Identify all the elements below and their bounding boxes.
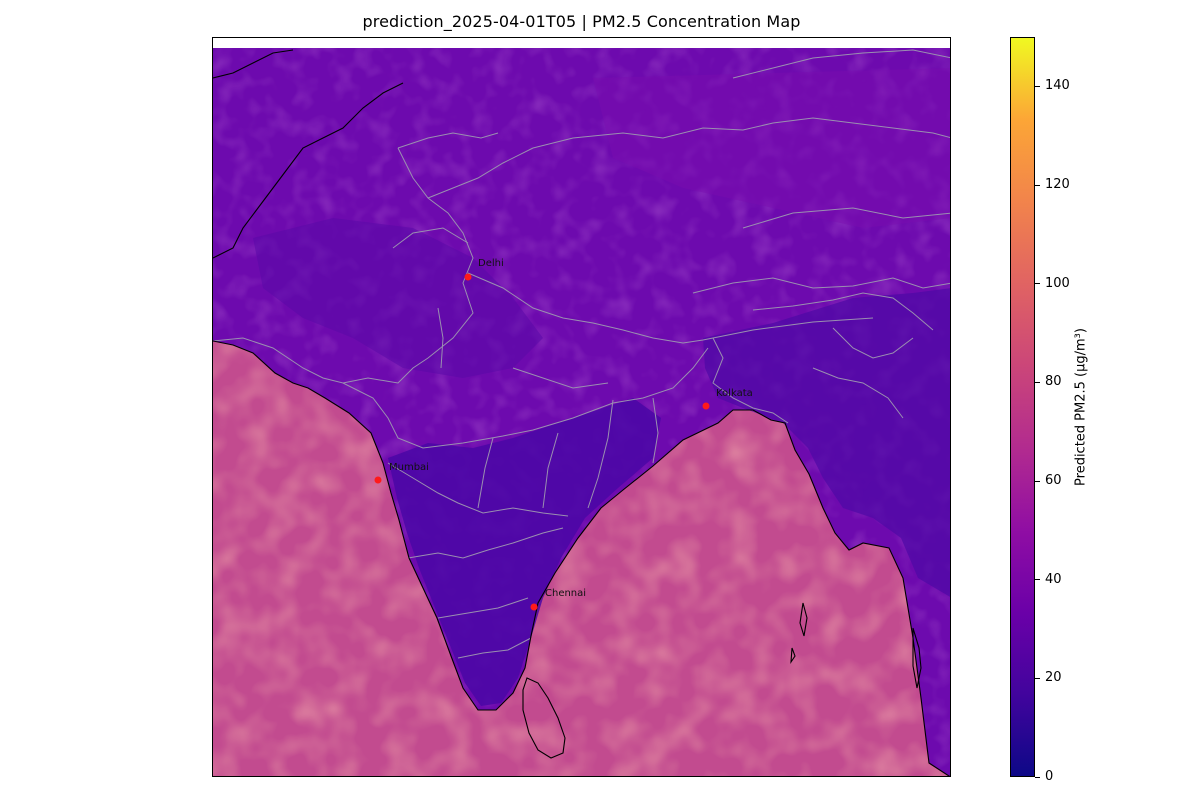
city-mumbai[interactable]: Mumbai: [374, 462, 429, 484]
colorbar-tick-label: 140: [1045, 78, 1070, 94]
colorbar-tick-mark: [1035, 85, 1040, 87]
mid-zone-plateau: [593, 68, 950, 228]
city-label-chennai: Chennai: [545, 588, 586, 599]
colorbar-tick-mark: [1035, 480, 1040, 482]
city-delhi[interactable]: Delhi: [464, 258, 504, 281]
map-title: prediction_2025-04-01T05 | PM2.5 Concent…: [362, 12, 801, 31]
colorbar-tick-label: 120: [1045, 177, 1070, 192]
colorbar-tick-mark: [1035, 381, 1040, 383]
colorbar-tick-mark: [1035, 579, 1040, 581]
city-kolkata[interactable]: Kolkata: [702, 388, 753, 410]
colorbar-tick-mark: [1035, 283, 1040, 285]
colorbar-tick-label: 60: [1045, 473, 1062, 488]
city-markers: Delhi Kolkata Mumbai Chennai: [374, 258, 753, 611]
sri-lanka-outline: [522, 677, 566, 759]
low-zone-northeast: [703, 288, 950, 597]
colorbar-tick-label: 80: [1045, 374, 1062, 390]
pm25-map[interactable]: Delhi Kolkata Mumbai Chennai: [212, 37, 951, 777]
city-chennai[interactable]: Chennai: [530, 588, 587, 611]
colorbar-tick-label: 40: [1045, 571, 1062, 587]
city-label-delhi: Delhi: [478, 258, 504, 269]
low-zone-plains: [253, 218, 543, 378]
colorbar-tick-mark: [1035, 776, 1040, 778]
admin-borders: [213, 49, 950, 659]
colorbar-tick-mark: [1035, 677, 1040, 679]
city-marker-kolkata[interactable]: [702, 402, 710, 410]
colorbar-tick-label: 0: [1045, 769, 1054, 784]
city-marker-mumbai[interactable]: [374, 476, 382, 484]
map-canvas: Delhi Kolkata Mumbai Chennai: [213, 38, 950, 776]
low-zone-peninsula: [388, 398, 661, 706]
coastlines: [213, 49, 950, 776]
colorbar-tick-mark: [1035, 184, 1040, 186]
colorbar: [1010, 37, 1035, 777]
no-data-strip: [213, 38, 950, 48]
colorbar-title: Predicted PM2.5 (μg/m³): [1073, 328, 1089, 486]
city-label-mumbai: Mumbai: [389, 462, 429, 473]
city-marker-chennai[interactable]: [530, 603, 538, 611]
city-marker-delhi[interactable]: [464, 273, 472, 281]
city-label-kolkata: Kolkata: [716, 388, 753, 399]
colorbar-tick-label: 100: [1045, 275, 1070, 291]
colorbar-tick-label: 20: [1045, 670, 1062, 686]
